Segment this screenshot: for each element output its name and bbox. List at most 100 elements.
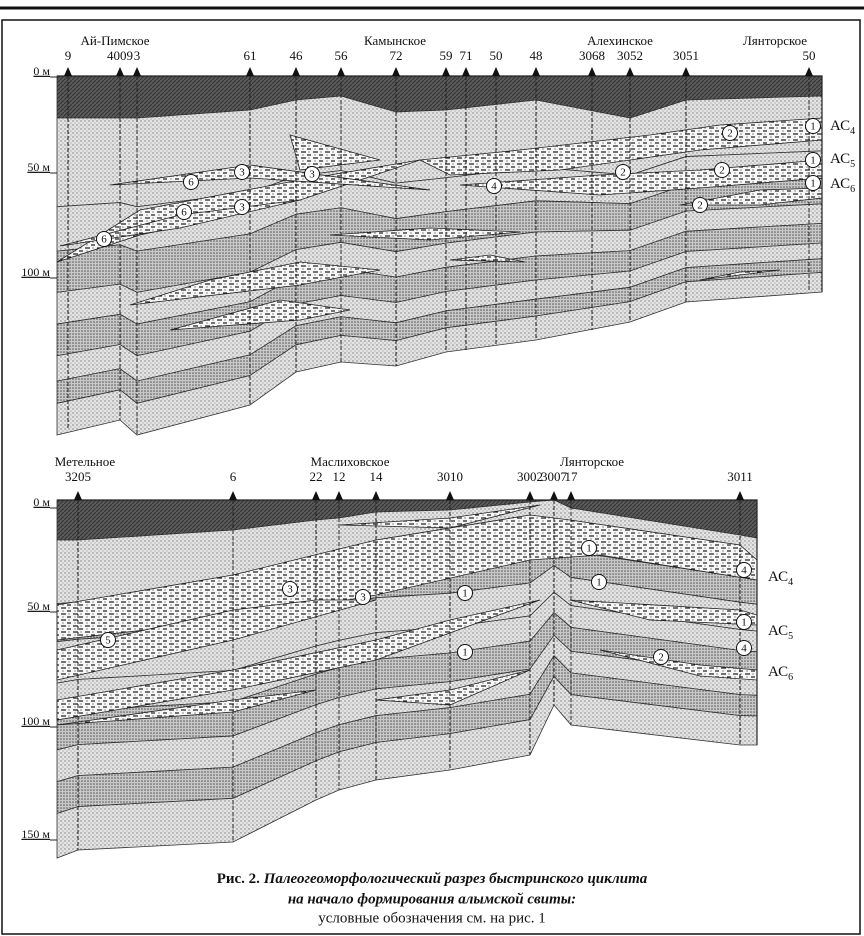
- well-number: 61: [244, 48, 257, 63]
- layer-index: 5: [850, 159, 855, 170]
- facies-number: 4: [491, 181, 497, 193]
- well-marker: [462, 67, 470, 76]
- layer-index: 6: [850, 184, 855, 195]
- facies-number: 2: [658, 652, 664, 664]
- well-marker: [229, 491, 237, 500]
- facies-number: 3: [239, 202, 245, 214]
- layer-name: АС: [768, 569, 788, 585]
- field-name: Метельное: [55, 454, 116, 469]
- layer-index: 6: [788, 672, 793, 683]
- depth-label: 50 м: [27, 599, 50, 613]
- facies-number: 2: [620, 167, 626, 179]
- layer-label: АС4: [768, 569, 793, 588]
- field-name: Лянторское: [743, 33, 807, 48]
- depth-label: 100 м: [21, 714, 50, 728]
- well-number: 3051: [673, 48, 699, 63]
- layer-index: 4: [850, 126, 855, 137]
- well-marker: [626, 67, 634, 76]
- well-number: 3011: [727, 469, 753, 484]
- well-number: 4009: [107, 48, 133, 63]
- well-marker: [682, 67, 690, 76]
- facies-number: 3: [360, 592, 366, 604]
- layer-name: АС: [768, 623, 788, 639]
- well-marker: [74, 491, 82, 500]
- facies-number: 1: [741, 617, 747, 629]
- well-number: 3205: [65, 469, 91, 484]
- layer-name: АС: [830, 176, 850, 192]
- well-marker: [133, 67, 141, 76]
- well-number: 3010: [437, 469, 463, 484]
- well-marker: [550, 491, 558, 500]
- layer-label: АС6: [830, 176, 855, 195]
- well-number: 12: [333, 469, 346, 484]
- well-marker: [246, 67, 254, 76]
- figure: 940093614656725971504830683052305150Ай-П…: [0, 0, 864, 936]
- facies-number: 3: [309, 169, 315, 181]
- well-marker: [805, 67, 813, 76]
- well-number: 14: [370, 469, 384, 484]
- well-marker: [588, 67, 596, 76]
- well-number: 3: [134, 48, 141, 63]
- well-number: 56: [335, 48, 349, 63]
- field-name: Лянторское: [560, 454, 624, 469]
- page: 940093614656725971504830683052305150Ай-П…: [0, 0, 864, 936]
- layer-name: АС: [830, 118, 850, 134]
- well-number: 3052: [617, 48, 643, 63]
- field-name: Ай-Пимское: [80, 33, 149, 48]
- caption-title: Палеогеоморфологический разрез быстринск…: [263, 871, 648, 887]
- well-marker: [116, 67, 124, 76]
- well-number: 48: [530, 48, 543, 63]
- well-number: 6: [230, 469, 237, 484]
- well-marker: [492, 67, 500, 76]
- well-marker: [736, 491, 744, 500]
- caption-line-1: Рис. 2. Палеогеоморфологический разрез б…: [217, 871, 648, 887]
- layer-index: 5: [788, 631, 793, 642]
- layer-label: АС5: [768, 623, 793, 642]
- layer-label: АС6: [768, 664, 793, 683]
- well-marker: [292, 67, 300, 76]
- well-number: 22: [310, 469, 323, 484]
- facies-number: 1: [596, 577, 602, 589]
- facies-number: 6: [181, 207, 187, 219]
- depth-label: 50 м: [27, 160, 50, 174]
- facies-number: 4: [741, 643, 747, 655]
- facies-number: 6: [188, 177, 194, 189]
- sections: [57, 76, 822, 858]
- caption-line-2: на начало формирования алымской свиты:: [288, 891, 576, 907]
- caption-note: условные обозначения см. на рис. 1: [318, 910, 546, 926]
- depth-label: 0 м: [33, 64, 50, 78]
- layer-label: АС5: [830, 151, 855, 170]
- facies-number: 1: [462, 647, 468, 659]
- facies-number: 4: [741, 565, 747, 577]
- layer-name: АС: [768, 664, 788, 680]
- facies-number: 1: [810, 178, 816, 190]
- well-marker: [442, 67, 450, 76]
- well-marker: [337, 67, 345, 76]
- layer-label: АС4: [830, 118, 855, 137]
- facies-number: 2: [697, 200, 703, 212]
- well-marker: [567, 491, 575, 500]
- well-number: 59: [440, 48, 453, 63]
- well-marker: [335, 491, 343, 500]
- facies-number: 3: [239, 167, 245, 179]
- well-number: 71: [460, 48, 473, 63]
- well-number: 3068: [579, 48, 605, 63]
- well-marker: [64, 67, 72, 76]
- facies-number: 1: [462, 588, 468, 600]
- well-marker: [446, 491, 454, 500]
- well-number: 50: [803, 48, 816, 63]
- well-number: 17: [565, 469, 579, 484]
- well-number: 46: [290, 48, 304, 63]
- well-marker: [312, 491, 320, 500]
- facies-number: 3: [287, 584, 293, 596]
- well-number: 3002: [517, 469, 543, 484]
- well-number: 72: [390, 48, 403, 63]
- field-name: Маслиховское: [311, 454, 390, 469]
- depth-label: 100 м: [21, 265, 50, 279]
- facies-number: 1: [586, 543, 592, 555]
- facies-number: 2: [719, 165, 725, 177]
- facies-number: 2: [727, 128, 733, 140]
- facies-number: 1: [810, 155, 816, 167]
- well-marker: [532, 67, 540, 76]
- layer-name: АС: [830, 151, 850, 167]
